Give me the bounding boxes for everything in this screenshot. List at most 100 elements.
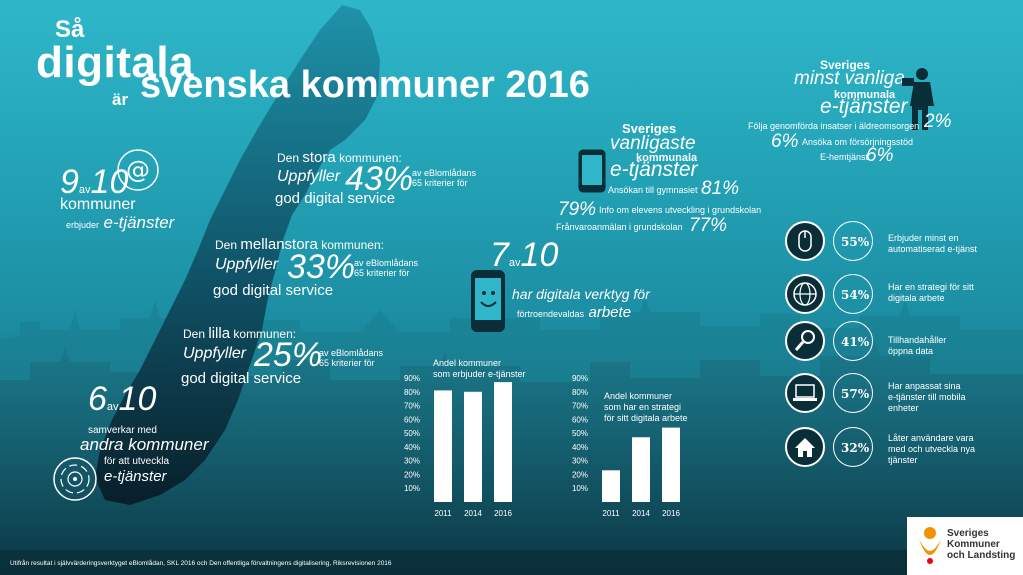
rare-item-1-label: Ansöka om försörjningsstöd [802, 137, 914, 147]
kpi-cooperate: 6av10 [88, 380, 156, 419]
logo-line2: Kommuner [947, 539, 1000, 550]
chart-eservices: 90% 80% 70% 60% 50% 40% 30% 20% 10% 2011 2014 2016 [404, 374, 512, 518]
stat-0-text: Erbjuder minst en automatiserad e-tjänst [888, 233, 978, 254]
rare-item-0-label: Följa genomförda insatser i äldreomsorge… [748, 121, 920, 131]
rare-h1: Sveriges [820, 58, 871, 72]
common-h2: vanligaste [610, 133, 696, 154]
muni-medium-tail: god digital service [213, 282, 334, 299]
chart-1-ytick-2: 70% [572, 402, 588, 411]
title-line1: Så [55, 16, 85, 43]
skl-logo: Sveriges Kommuner och Landsting [907, 517, 1023, 575]
chart-strategy: 90% 80% 70% 60% 50% 40% 30% 20% 10% 2011 2014 2016 [572, 374, 680, 518]
logo-line1: Sveriges [947, 528, 989, 539]
stat-2-text: Tillhandahåller öppna data [888, 335, 947, 356]
globe-icon [785, 274, 825, 314]
chart-0-ytick-4: 50% [404, 429, 420, 438]
stat-2-circle [833, 321, 873, 361]
kpi-eservices: 9av10 [60, 163, 128, 202]
sweden-map [95, 5, 380, 505]
kpi-tools-num: 7 [490, 236, 509, 274]
muni-large-head: Den stora kommunen: [277, 149, 402, 166]
chart-1-xtick-2014: 2014 [632, 509, 650, 518]
kpi-cooperate-denom: 10 [118, 380, 157, 418]
chart-1-xtick-2011: 2011 [602, 509, 620, 518]
chart-1-bar-2011 [602, 470, 620, 502]
rare-h2: minst vanliga [794, 68, 905, 89]
rare-h3: kommunala [834, 89, 896, 101]
kpi-tools-av: av [508, 257, 521, 269]
chart-1-ytick-8: 10% [572, 484, 588, 493]
magnifier-icon [785, 321, 825, 361]
chart-0-ytick-1: 80% [404, 388, 420, 397]
kpi-tools-line2a: förtroendevaldas [517, 309, 585, 319]
mouse-icon [785, 221, 825, 261]
kpi-eservices-line1: kommuner [60, 196, 136, 213]
chart-0-xtick-2014: 2014 [464, 509, 482, 518]
stat-0-pct: 55% [841, 235, 870, 249]
chart-0-ytick-3: 60% [404, 415, 420, 424]
rare-item-2-pct: 6% [866, 145, 894, 166]
kpi-eservices-line2a: erbjuder [66, 220, 100, 230]
stat-4-pct: 32% [841, 441, 870, 455]
muni-medium-meets: Uppfyller [215, 256, 279, 273]
chart-1-ytick-7: 20% [572, 470, 588, 479]
muni-large-meets: Uppfyller [277, 168, 341, 185]
kpi-eservices-av: av [78, 184, 91, 196]
kpi-cooperate-num: 6 [88, 380, 107, 418]
skl-logo-text: Sveriges Kommuner och Landsting [947, 528, 1015, 561]
footer-source: Utifrån resultat i självvärderingsverkty… [10, 560, 392, 567]
chart-0-bar-2011 [434, 390, 452, 502]
kpi-cooperate-line4: e-tjänster [104, 468, 167, 485]
chart-0-ytick-7: 20% [404, 470, 420, 479]
stat-3-circle [833, 373, 873, 413]
muni-large-criteria: av eBlomlådans 65 kriterier för [412, 168, 477, 188]
kpi-tools-denom: 10 [520, 236, 559, 274]
chart-0-bar-2016 [494, 382, 512, 502]
stat-1-circle [833, 274, 873, 314]
muni-small-head: Den lilla kommunen: [183, 325, 297, 342]
at-sign-icon: @ [117, 149, 159, 191]
rare-item-1-pct: 6% [771, 131, 799, 152]
chart-0-ytick-5: 40% [404, 443, 420, 452]
logo-line3: och Landsting [947, 550, 1016, 561]
title-line2: digitala [36, 38, 195, 87]
chart-0-bar-2014 [464, 391, 482, 502]
chart-0-ytick-2: 70% [404, 402, 420, 411]
common-h3: kommunala [636, 152, 698, 164]
network-icon [53, 457, 97, 501]
chart-1-bar-2014 [632, 437, 650, 502]
stat-0-circle [833, 221, 873, 261]
chart-1-ytick-6: 30% [572, 457, 588, 466]
common-item-1-label: Info om elevens utveckling i grundskolan [599, 205, 762, 215]
stat-4-circle [833, 427, 873, 467]
kpi-tools-line2b: arbete [588, 304, 632, 321]
muni-small-pct: 25% [254, 336, 323, 374]
chart-0-xtick-2011: 2011 [434, 509, 452, 518]
stat-4-text: Låter användare vara med och utveckla nya… [888, 433, 976, 465]
kpi-tools: 7av10 [490, 236, 558, 275]
chart-1-ytick-0: 90% [572, 374, 588, 383]
chart-0-ytick-8: 10% [404, 484, 420, 493]
title-line3: är [112, 90, 129, 109]
muni-small-tail: god digital service [181, 370, 302, 387]
muni-large-tail: god digital service [275, 190, 396, 207]
smiley-phone-icon [471, 270, 505, 332]
common-item-2-pct: 77% [689, 215, 728, 236]
muni-small-criteria: av eBlomlådans 65 kriterier för [319, 348, 384, 368]
rare-item-0-pct: 2% [924, 111, 952, 132]
common-item-1-pct: 79% [558, 199, 597, 220]
stat-2-pct: 41% [841, 335, 870, 349]
common-item-0-pct: 81% [701, 178, 740, 199]
title-line4: svenska kommuner 2016 [140, 64, 590, 106]
chart-1-bar-2016 [662, 427, 680, 502]
chart-1-ytick-5: 40% [572, 443, 588, 452]
kpi-tools-line2: förtroendevaldas arbete [517, 304, 631, 322]
house-icon [785, 427, 825, 467]
kpi-cooperate-line3: för att utveckla [104, 456, 170, 467]
kpi-cooperate-line1: samverkar med [88, 425, 157, 436]
kpi-tools-line1: har digitala verktyg för [512, 286, 650, 302]
muni-large-pct: 43% [345, 160, 414, 198]
person-with-laptop-icon [902, 68, 934, 130]
chart-0-ytick-0: 90% [404, 374, 420, 383]
